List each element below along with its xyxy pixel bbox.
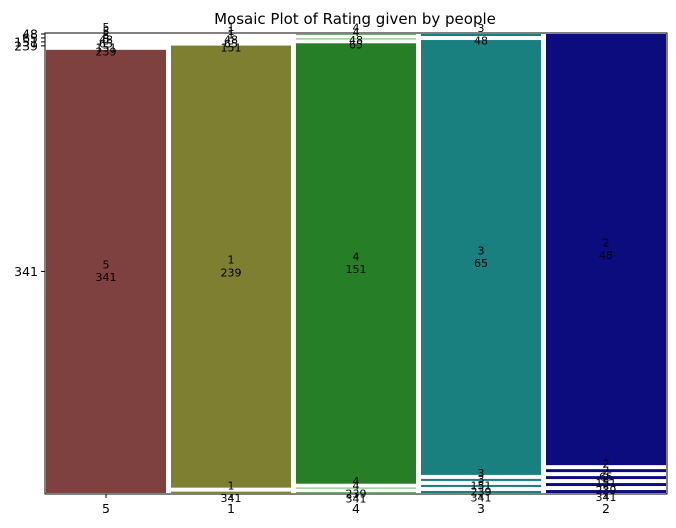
x-tick-label: 1 bbox=[227, 501, 235, 516]
cell-label-1-3: 1 151 bbox=[221, 29, 242, 55]
y-tick-label: 48 bbox=[22, 26, 38, 41]
cell-label-1-4: 1 65 bbox=[224, 25, 238, 51]
cell-label-3-3: 3 151 bbox=[471, 467, 492, 493]
cell-label-3-2: 3 239 bbox=[471, 473, 492, 499]
cell-label-4-4: 4 65 bbox=[349, 26, 363, 52]
y-tick-label: 65 bbox=[22, 30, 38, 45]
cell-label-2-4: 2 65 bbox=[599, 458, 613, 484]
mosaic-tile-1-3 bbox=[169, 39, 293, 44]
mosaic-tile-3-2 bbox=[419, 482, 543, 489]
cell-label-1-1: 1 341 bbox=[221, 479, 242, 505]
cell-label-4-1: 4 341 bbox=[346, 480, 367, 506]
x-tick-label: 4 bbox=[352, 501, 360, 516]
mosaic-tiles bbox=[44, 32, 668, 496]
cell-label-5-4: 5 65 bbox=[99, 25, 113, 51]
cell-label-4-3: 4 151 bbox=[346, 251, 367, 277]
y-tick-label: 151 bbox=[14, 34, 38, 49]
cell-label-5-1: 5 341 bbox=[96, 258, 117, 284]
cell-label-3-1: 3 341 bbox=[471, 479, 492, 505]
cell-label-5-3: 5 151 bbox=[96, 29, 117, 55]
x-tick-label: 2 bbox=[602, 501, 610, 516]
cell-label-5-5: 5 48 bbox=[99, 21, 113, 47]
cell-label-3-4: 3 65 bbox=[474, 244, 488, 270]
mosaic-tile-5-1 bbox=[44, 47, 168, 496]
cell-label-2-5: 2 48 bbox=[599, 237, 613, 263]
cell-label-3-5: 3 48 bbox=[474, 22, 488, 48]
y-tick-label: 239 bbox=[14, 38, 38, 53]
x-axis: 5 1 4 3 2 bbox=[102, 494, 610, 516]
mosaic-tile-3-4 bbox=[419, 38, 543, 477]
x-tick-label: 5 bbox=[102, 501, 110, 516]
x-tick-label: 3 bbox=[477, 501, 485, 516]
mosaic-tile-4-3 bbox=[294, 41, 418, 486]
mosaic-tile-4-4 bbox=[294, 36, 418, 42]
cell-label-5-2: 5 239 bbox=[96, 33, 117, 59]
y-tick-label: 341 bbox=[14, 264, 38, 279]
chart-title: Mosaic Plot of Rating given by people bbox=[214, 10, 496, 28]
mosaic-tile-3-3 bbox=[419, 476, 543, 483]
mosaic-tile-1-2 bbox=[169, 43, 293, 490]
cell-label-1-5: 1 48 bbox=[224, 21, 238, 47]
mosaic-tile-4-2 bbox=[294, 485, 418, 491]
cell-label-2-3: 2 151 bbox=[596, 465, 617, 491]
mosaic-tile-1-4 bbox=[169, 35, 293, 40]
cell-label-4-5: 4 48 bbox=[349, 21, 363, 47]
cell-label-1-2: 1 239 bbox=[221, 254, 242, 280]
